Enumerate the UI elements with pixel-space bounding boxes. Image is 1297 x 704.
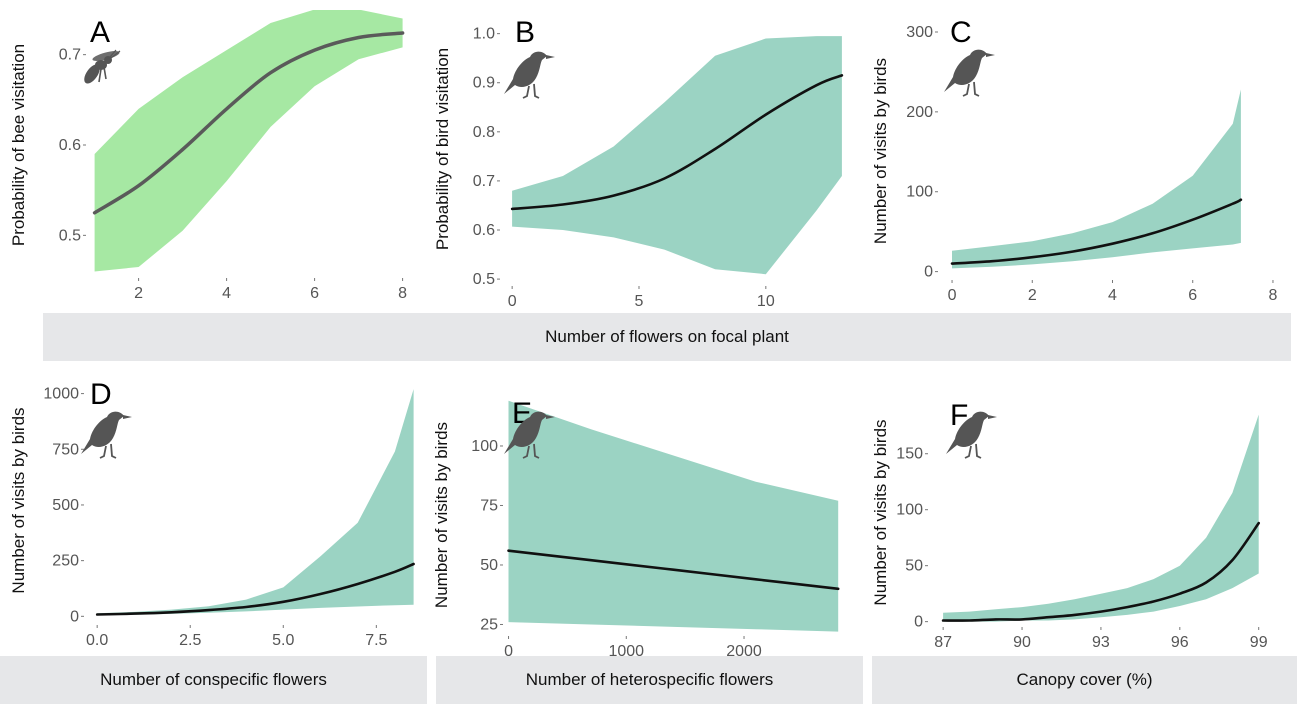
y-axis-label: Number of visits by birds — [9, 407, 28, 593]
y-tick-label: 100 — [906, 184, 933, 201]
x-tick-label: 6 — [310, 285, 319, 302]
panel-d: 0.0 2.5 5.0 7.5 0 250 500 750 1000 Number of visi… — [9, 378, 415, 649]
panel-a: 2 4 6 8 0.5 0.6 0.7 Probability of bee visitati… — [9, 10, 407, 302]
panel-label: D — [90, 378, 112, 411]
y-tick-label: 750 — [52, 441, 79, 458]
y-tick-label: 1000 — [43, 386, 79, 403]
bird-icon — [504, 51, 555, 99]
fit-line — [95, 562, 415, 616]
y-tick-label: 150 — [896, 446, 923, 463]
y-tick-label: 0.9 — [473, 75, 495, 92]
y-tick-label: 100 — [896, 502, 923, 519]
x-tick-label: 5 — [635, 293, 644, 310]
y-tick-label: 0 — [924, 264, 933, 281]
x-tick-label: 2.5 — [179, 632, 201, 649]
panel-label: A — [90, 16, 110, 49]
strip-f: Canopy cover (%) — [872, 656, 1297, 704]
x-tick-label: 99 — [1250, 634, 1268, 651]
y-tick-label: 250 — [52, 553, 79, 570]
x-tick-label: 0 — [504, 643, 513, 660]
x-tick-label: 10 — [757, 293, 775, 310]
x-tick-label: 96 — [1171, 634, 1189, 651]
y-tick-label: 500 — [52, 497, 79, 514]
y-axis-label: Probability of bee visitation — [9, 44, 28, 246]
x-tick-label: 87 — [934, 634, 952, 651]
y-tick-label: 0.5 — [473, 271, 495, 288]
confidence-band — [512, 36, 842, 275]
bird-icon — [504, 411, 555, 459]
strip-top: Number of flowers on focal plant — [43, 313, 1291, 361]
x-tick-label: 5.0 — [272, 632, 294, 649]
bird-icon — [81, 411, 132, 459]
fit-line — [507, 549, 840, 591]
confidence-band — [94, 10, 403, 272]
y-tick-label: 0 — [70, 608, 79, 625]
x-tick-label: 90 — [1013, 634, 1031, 651]
bee-icon — [84, 49, 121, 84]
panel-label: B — [515, 16, 535, 49]
bird-icon — [944, 49, 995, 97]
panel-e: 0 1000 2000 25 50 75 100 Number of visits by bi… — [432, 397, 840, 660]
x-tick-label: 2 — [1028, 287, 1037, 304]
fit-line — [510, 74, 844, 211]
confidence-band — [508, 400, 839, 632]
strip-e: Number of heterospecific flowers — [436, 656, 863, 704]
y-tick-label: 50 — [905, 558, 923, 575]
fit-line — [950, 198, 1243, 265]
x-tick-label: 0 — [948, 287, 957, 304]
confidence-band — [943, 414, 1259, 622]
y-axis-label: Number of visits by birds — [871, 58, 890, 244]
strip-d-label: Number of conspecific flowers — [100, 670, 327, 689]
y-tick-label: 50 — [480, 557, 498, 574]
panel-b: 0 5 10 0.5 0.6 0.7 0.8 0.9 1.0 Probability of bir… — [433, 16, 844, 310]
y-axis-label: Probability of bird visitation — [433, 48, 452, 250]
y-tick-label: 100 — [471, 438, 498, 455]
x-tick-label: 4 — [222, 285, 231, 302]
strip-top-label: Number of flowers on focal plant — [545, 327, 789, 346]
x-tick-label: 6 — [1188, 287, 1197, 304]
x-tick-label: 1000 — [608, 643, 644, 660]
strip-e-label: Number of heterospecific flowers — [525, 670, 774, 689]
y-tick-label: 0.6 — [59, 137, 81, 154]
x-tick-label: 93 — [1092, 634, 1110, 651]
panel-c: 0 2 4 6 8 0 100 200 300 Number of visits by birds… — [871, 16, 1278, 304]
x-tick-label: 0 — [508, 293, 517, 310]
strip-f-label: Canopy cover (%) — [1016, 670, 1153, 689]
x-tick-label: 8 — [398, 285, 407, 302]
x-tick-label: 2 — [134, 285, 143, 302]
fit-line — [941, 521, 1260, 622]
x-tick-label: 0.0 — [86, 632, 108, 649]
x-tick-label: 7.5 — [365, 632, 387, 649]
y-tick-label: 0.7 — [59, 47, 81, 64]
x-tick-label: 2000 — [726, 643, 762, 660]
x-tick-label: 4 — [1108, 287, 1117, 304]
y-axis-label: Number of visits by birds — [432, 422, 451, 608]
x-tick-label: 8 — [1269, 287, 1278, 304]
panel-f: 87 90 93 96 99 0 50 100 150 Number of visits by b… — [871, 399, 1268, 651]
confidence-band — [97, 389, 414, 616]
strip-d: Number of conspecific flowers — [0, 656, 427, 704]
y-tick-label: 0.6 — [473, 222, 495, 239]
y-tick-label: 0.5 — [59, 227, 81, 244]
confidence-band — [952, 89, 1241, 269]
y-axis-label: Number of visits by birds — [871, 419, 890, 605]
y-tick-label: 1.0 — [473, 26, 495, 43]
bird-icon — [946, 411, 997, 459]
y-tick-label: 0.7 — [473, 173, 495, 190]
y-tick-label: 200 — [906, 104, 933, 121]
y-tick-label: 75 — [480, 497, 498, 514]
y-tick-label: 25 — [480, 616, 498, 633]
y-tick-label: 300 — [906, 24, 933, 41]
panel-label: C — [950, 16, 972, 49]
fit-line — [92, 31, 405, 215]
y-tick-label: 0.8 — [473, 124, 495, 141]
y-tick-label: 0 — [914, 614, 923, 631]
